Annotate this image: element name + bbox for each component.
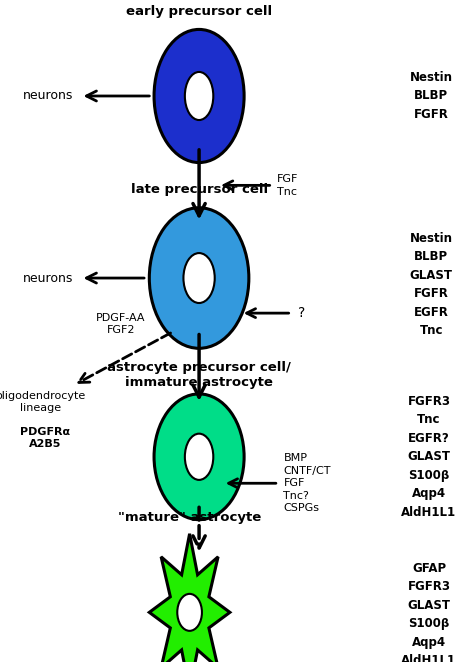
Text: GFAP
FGFR3
GLAST
S100β
Aqp4
AldH1L1: GFAP FGFR3 GLAST S100β Aqp4 AldH1L1 <box>401 561 456 662</box>
Ellipse shape <box>177 594 202 631</box>
Text: PDGF-AA
FGF2: PDGF-AA FGF2 <box>96 313 146 335</box>
Ellipse shape <box>154 29 244 163</box>
Text: oligodendrocyte
lineage: oligodendrocyte lineage <box>0 391 85 412</box>
Ellipse shape <box>183 253 215 303</box>
Text: Nestin
BLBP
FGFR: Nestin BLBP FGFR <box>410 71 453 121</box>
Text: ?: ? <box>298 306 305 320</box>
Text: early precursor cell: early precursor cell <box>126 5 272 17</box>
Polygon shape <box>149 534 230 662</box>
Text: BMP
CNTF/CT
FGF
Tnc?
CSPGs: BMP CNTF/CT FGF Tnc? CSPGs <box>283 453 331 513</box>
Ellipse shape <box>185 72 213 120</box>
Text: neurons: neurons <box>23 271 73 285</box>
Text: FGF
Tnc: FGF Tnc <box>277 174 299 197</box>
Text: late precursor cell: late precursor cell <box>130 183 268 196</box>
Text: FGFR3
Tnc
EGFR?
GLAST
S100β
Aqp4
AldH1L1: FGFR3 Tnc EGFR? GLAST S100β Aqp4 AldH1L1 <box>401 395 456 519</box>
Text: astrocyte precursor cell/
immature astrocyte: astrocyte precursor cell/ immature astro… <box>107 361 291 389</box>
Ellipse shape <box>149 208 249 348</box>
Text: PDGFRα
A2B5: PDGFRα A2B5 <box>20 427 70 449</box>
Ellipse shape <box>154 394 244 520</box>
Text: Nestin
BLBP
GLAST
FGFR
EGFR
Tnc: Nestin BLBP GLAST FGFR EGFR Tnc <box>410 232 453 338</box>
Text: neurons: neurons <box>23 89 73 103</box>
Text: "mature" astrocyte: "mature" astrocyte <box>118 511 261 524</box>
Ellipse shape <box>185 434 213 480</box>
